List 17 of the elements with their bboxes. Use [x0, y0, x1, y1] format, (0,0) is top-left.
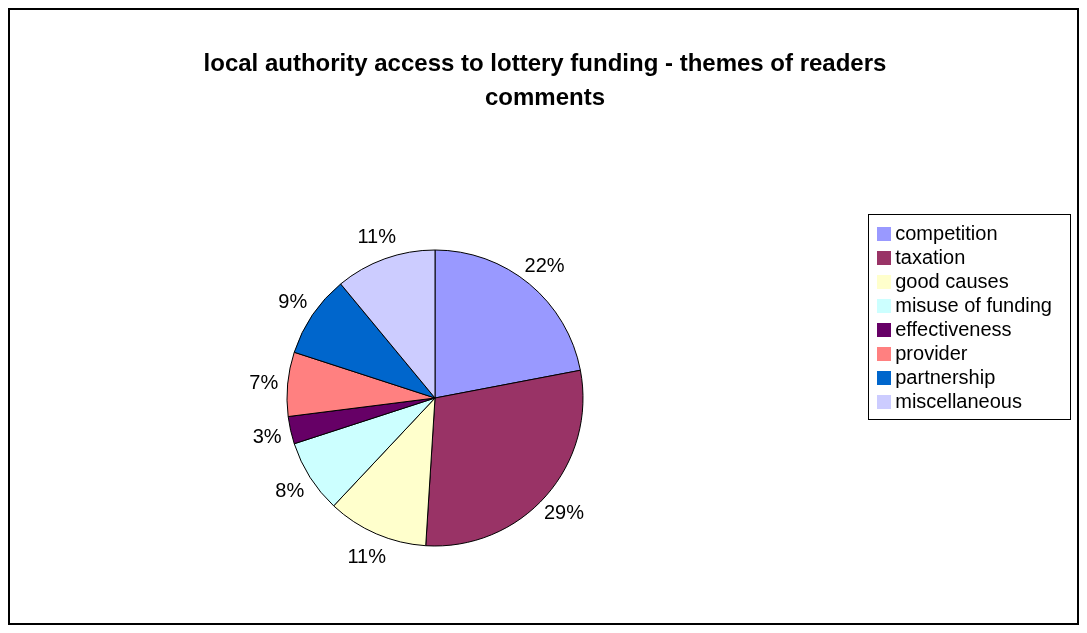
data-label: 29% [544, 500, 585, 523]
legend-label: miscellaneous [895, 389, 1022, 412]
data-label: 8% [275, 479, 305, 502]
legend-label: effectiveness [895, 317, 1012, 340]
legend-label: provider [895, 341, 968, 364]
data-label: 11% [347, 544, 387, 567]
legend-label: taxation [895, 245, 966, 268]
data-label: 7% [249, 370, 279, 393]
legend-label: partnership [895, 365, 996, 388]
data-label: 22% [524, 254, 565, 277]
legend-label: competition [895, 221, 998, 244]
legend-label: good causes [895, 269, 1009, 292]
legend-label: misuse of funding [895, 293, 1052, 316]
data-label: 9% [278, 290, 308, 313]
data-label: 11% [357, 225, 397, 248]
data-label: 3% [252, 424, 282, 447]
chart-title: local authority access to lottery funding - themes of readers comments [202, 48, 888, 112]
